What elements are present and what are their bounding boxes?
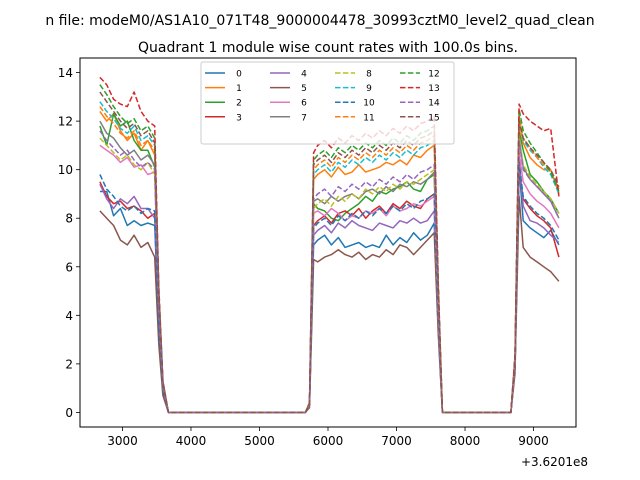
x-tick-label: 8000 (450, 434, 481, 448)
x-tick-label: 9000 (518, 434, 549, 448)
legend-label-7: 7 (301, 113, 307, 123)
legend-label-15: 15 (428, 113, 439, 123)
legend-label-1: 1 (236, 84, 242, 94)
x-tick-label: 4000 (176, 434, 207, 448)
y-tick-label: 6 (65, 260, 73, 274)
y-tick-label: 4 (65, 309, 73, 323)
legend-label-5: 5 (301, 84, 307, 94)
y-tick-label: 2 (65, 357, 73, 371)
y-tick-label: 0 (65, 406, 73, 420)
y-tick-label: 14 (58, 66, 73, 80)
chart-title: Quadrant 1 module wise count rates with … (138, 40, 518, 56)
legend-label-4: 4 (301, 70, 307, 80)
legend-label-11: 11 (363, 113, 374, 123)
plot-lines-group (99, 76, 560, 414)
x-tick-label: 7000 (381, 434, 412, 448)
series-line-15 (99, 91, 560, 414)
legend-label-3: 3 (236, 113, 242, 123)
legend-label-6: 6 (301, 99, 307, 109)
y-tick-label: 10 (58, 163, 73, 177)
legend-label-9: 9 (366, 84, 372, 94)
series-line-12 (99, 84, 560, 414)
series-line-9 (99, 101, 560, 414)
legend-label-8: 8 (366, 70, 372, 80)
legend-label-2: 2 (236, 99, 242, 109)
x-tick-label: 6000 (313, 434, 344, 448)
legend-label-10: 10 (363, 99, 375, 109)
legend-box (200, 61, 455, 145)
x-tick-label: 5000 (244, 434, 275, 448)
figure-suptitle: n file: modeM0/AS1A10_071T48_9000004478_… (45, 13, 594, 29)
y-axis: 0 2 4 6 8 10 12 14 (58, 66, 80, 420)
y-tick-label: 8 (65, 212, 73, 226)
legend-label-12: 12 (428, 70, 439, 80)
x-axis: 3000 4000 5000 6000 7000 8000 9000 (107, 427, 549, 448)
legend-label-13: 13 (428, 84, 439, 94)
legend-label-0: 0 (236, 70, 242, 80)
legend-label-14: 14 (428, 99, 440, 109)
y-tick-label: 12 (58, 115, 73, 129)
x-offset-text: +3.6201e8 (521, 455, 588, 469)
x-tick-label: 3000 (107, 434, 138, 448)
